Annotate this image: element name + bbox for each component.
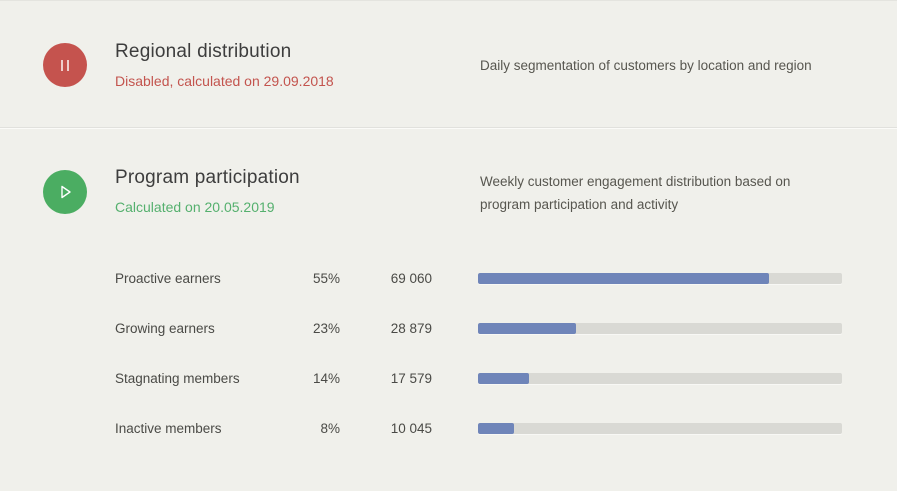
section-title: Program participation bbox=[115, 167, 300, 188]
segment-value: 10 045 bbox=[390, 420, 432, 436]
segment-value: 28 879 bbox=[390, 320, 432, 336]
segment-percent: 8% bbox=[320, 420, 340, 436]
segment-bar-fill bbox=[478, 422, 515, 434]
segment-percent: 55% bbox=[312, 270, 340, 286]
segment-percent: 14% bbox=[312, 370, 340, 386]
segment-row-growing-earners: Growing earners 23% 28 879 bbox=[115, 303, 842, 353]
section-status: Calculated on 20.05.2019 bbox=[115, 199, 275, 215]
segment-bar-track bbox=[478, 372, 842, 384]
pause-button[interactable] bbox=[43, 43, 87, 87]
segments-list: Proactive earners 55% 69 060 Growing ear… bbox=[115, 253, 842, 453]
segment-bar-track bbox=[478, 422, 842, 434]
segment-label: Proactive earners bbox=[115, 270, 221, 286]
play-icon bbox=[61, 185, 71, 199]
section-status: Disabled, calculated on 29.09.2018 bbox=[115, 73, 334, 89]
segment-bar-fill bbox=[478, 322, 577, 334]
segment-bar-fill bbox=[478, 372, 529, 384]
section-regional-distribution: Regional distribution Disabled, calculat… bbox=[0, 1, 897, 127]
segment-label: Stagnating members bbox=[115, 370, 240, 386]
section-divider bbox=[0, 127, 897, 129]
segment-value: 17 579 bbox=[390, 370, 432, 386]
segment-label: Inactive members bbox=[115, 420, 222, 436]
segment-label: Growing earners bbox=[115, 320, 215, 336]
segment-bar-fill bbox=[478, 272, 770, 284]
segment-row-proactive-earners: Proactive earners 55% 69 060 bbox=[115, 253, 842, 303]
pause-icon bbox=[61, 59, 69, 71]
section-description: Daily segmentation of customers by locat… bbox=[480, 58, 812, 73]
segment-percent: 23% bbox=[312, 320, 340, 336]
segment-bar-track bbox=[478, 322, 842, 334]
play-button[interactable] bbox=[43, 170, 87, 214]
segment-row-stagnating-members: Stagnating members 14% 17 579 bbox=[115, 353, 842, 403]
section-description: Weekly customer engagement distribution … bbox=[480, 174, 791, 212]
segment-bar-track bbox=[478, 272, 842, 284]
section-title: Regional distribution bbox=[115, 41, 292, 62]
section-program-participation: Program participation Calculated on 20.0… bbox=[0, 129, 897, 491]
segment-row-inactive-members: Inactive members 8% 10 045 bbox=[115, 403, 842, 453]
segment-value: 69 060 bbox=[390, 270, 432, 286]
